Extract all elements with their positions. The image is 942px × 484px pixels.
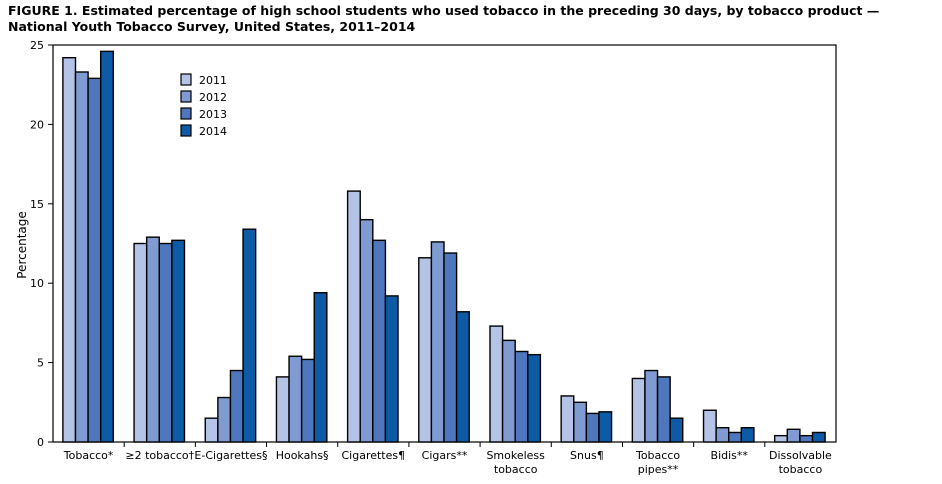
y-tick-label: 15 xyxy=(30,198,44,211)
bar-2011 xyxy=(702,409,717,443)
x-category-label: Hookahs§ xyxy=(276,449,329,462)
legend-label-2014: 2014 xyxy=(199,125,227,138)
x-category-label: E-Cigarettes§ xyxy=(194,449,267,462)
bar-2012 xyxy=(644,369,659,443)
y-tick-label: 20 xyxy=(30,118,44,131)
y-tick-label: 25 xyxy=(30,39,44,52)
y-tick-label: 10 xyxy=(30,277,44,290)
y-tick-label: 0 xyxy=(37,436,44,449)
bar-2013 xyxy=(656,376,671,443)
bar-2011 xyxy=(346,190,361,443)
bar-2013 xyxy=(300,358,315,443)
bar-2013 xyxy=(799,434,814,443)
bar-2014 xyxy=(171,239,186,443)
bar-2012 xyxy=(288,355,303,443)
bar-2012 xyxy=(430,241,445,443)
x-category-label: Dissolvable xyxy=(769,449,832,462)
y-axis-title: Percentage xyxy=(15,211,29,279)
bar-2011 xyxy=(204,417,219,443)
bar-2014 xyxy=(740,427,755,443)
bar-2014 xyxy=(527,353,542,443)
bar-2013 xyxy=(514,350,529,443)
y-tick-label: 5 xyxy=(37,357,44,370)
x-category-label: Smokeless xyxy=(486,449,545,462)
bar-2011 xyxy=(62,57,77,443)
bar-2011 xyxy=(631,377,646,443)
bar-2013 xyxy=(443,252,458,443)
x-category-label: Bidis** xyxy=(711,449,749,462)
x-category-label: tobacco xyxy=(779,463,823,476)
bar-2013 xyxy=(158,242,173,443)
bar-2014 xyxy=(598,411,613,443)
bar-2014 xyxy=(242,228,257,443)
legend-label-2011: 2011 xyxy=(199,74,227,87)
chart-bars xyxy=(62,50,826,443)
bar-2011 xyxy=(489,325,504,443)
bar-2012 xyxy=(145,236,160,443)
bar-2012 xyxy=(501,339,516,443)
x-category-label: pipes** xyxy=(638,463,679,476)
bar-2013 xyxy=(229,369,244,443)
x-category-label: tobacco xyxy=(494,463,538,476)
x-category-label: Tobacco* xyxy=(63,449,114,462)
x-category-label: ≥2 tobacco† xyxy=(125,449,194,462)
bar-2014 xyxy=(669,417,684,443)
legend-label-2013: 2013 xyxy=(199,108,227,121)
legend-swatch-2012 xyxy=(180,90,192,103)
bar-2012 xyxy=(359,218,374,443)
bar-2011 xyxy=(275,376,290,443)
x-axis-categories: Tobacco* ≥2 tobacco† E-Cigarettes§ Hookahs§… xyxy=(63,442,832,476)
bar-2014 xyxy=(99,50,114,443)
bar-2014 xyxy=(384,295,399,443)
legend-label-2012: 2012 xyxy=(199,91,227,104)
bar-2011 xyxy=(560,395,575,443)
legend-swatch-2011 xyxy=(180,73,192,86)
bar-2013 xyxy=(87,77,102,443)
bar-2011 xyxy=(418,257,433,443)
bar-2013 xyxy=(585,412,600,443)
chart-legend: 2011 2012 2013 2014 xyxy=(180,73,227,138)
bar-2012 xyxy=(715,427,730,443)
bar-2012 xyxy=(573,401,588,443)
y-axis-ticks: 0 5 10 15 20 25 xyxy=(30,39,53,449)
bar-2012 xyxy=(74,71,89,443)
legend-swatch-2013 xyxy=(180,107,192,120)
legend-swatch-2014 xyxy=(180,124,192,137)
bar-2014 xyxy=(313,292,328,443)
bar-2012 xyxy=(217,396,232,443)
bar-2013 xyxy=(372,239,387,443)
bar-2011 xyxy=(133,242,148,443)
bar-2014 xyxy=(811,431,826,443)
x-category-label: Snus¶ xyxy=(570,449,604,462)
x-category-label: Tobacco xyxy=(635,449,680,462)
bar-2011 xyxy=(774,434,789,443)
figure-title: FIGURE 1. Estimated percentage of high s… xyxy=(8,3,880,34)
bar-2014 xyxy=(455,311,470,443)
bar-2013 xyxy=(728,431,743,443)
x-category-label: Cigarettes¶ xyxy=(341,449,405,462)
bar-2012 xyxy=(786,428,801,443)
x-category-label: Cigars** xyxy=(422,449,468,462)
